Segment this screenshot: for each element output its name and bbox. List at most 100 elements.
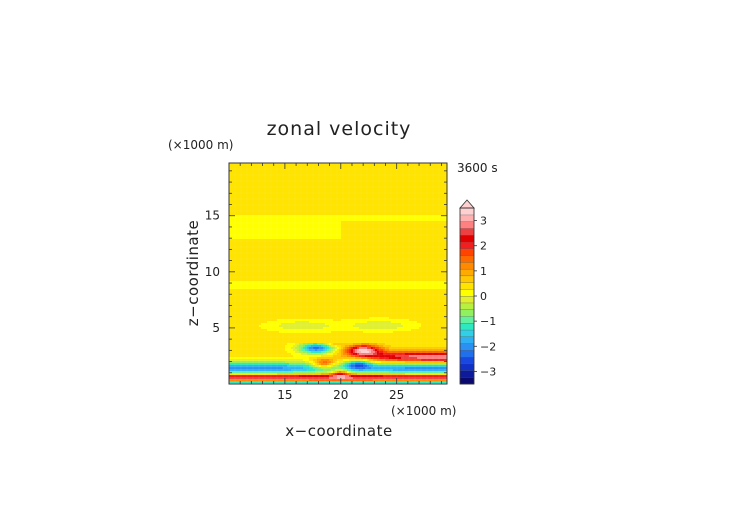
field-cell <box>229 307 447 310</box>
colorbar-cell <box>459 248 475 256</box>
field-cell <box>285 347 291 350</box>
field-cell <box>371 363 373 366</box>
field-cell <box>385 349 389 352</box>
field-cell <box>309 359 313 362</box>
field-cell <box>229 367 283 370</box>
field-cell <box>373 359 377 362</box>
field-cell <box>353 345 355 348</box>
field-cell <box>331 371 333 374</box>
field-cell <box>229 311 447 314</box>
field-cell <box>307 349 309 352</box>
colorbar: −3 −2 −1 0 1 2 3 <box>459 199 496 385</box>
colorbar-cell <box>459 336 475 344</box>
field-cell <box>321 345 323 348</box>
field-cell <box>337 347 339 350</box>
field-cell <box>323 345 327 348</box>
field-cell <box>333 361 335 364</box>
field-cell <box>405 361 447 364</box>
field-cell <box>365 363 367 366</box>
plot-frame <box>228 162 448 385</box>
field-cell <box>295 351 299 354</box>
field-cell <box>229 179 447 182</box>
field-cell <box>335 345 337 348</box>
field-cell <box>295 347 299 350</box>
field-cell <box>361 361 365 364</box>
field-cell <box>317 363 319 366</box>
field-cell <box>367 349 371 352</box>
field-cell <box>357 351 361 354</box>
field-cell <box>311 365 313 368</box>
field-cell <box>229 359 303 362</box>
field-cell <box>229 357 309 360</box>
field-cell <box>401 323 421 326</box>
field-cell <box>341 367 345 370</box>
field-cell <box>229 201 447 204</box>
field-cell <box>285 345 293 348</box>
field-cell <box>229 329 267 332</box>
colorbar-cell <box>459 241 475 249</box>
field-cell <box>229 267 447 270</box>
field-cell <box>229 197 447 200</box>
colorbar-tick-label: 1 <box>480 265 487 278</box>
field-cell <box>367 363 371 366</box>
field-cell <box>229 381 447 384</box>
field-cell <box>343 369 347 372</box>
field-cell <box>353 347 357 350</box>
field-cell <box>321 363 327 366</box>
field-cell <box>373 347 375 350</box>
field-cell <box>363 359 367 362</box>
colorbar-cell <box>459 363 475 371</box>
x-axis-label: x−coordinate <box>285 422 392 440</box>
field-cell <box>303 367 309 370</box>
field-cell <box>395 355 409 358</box>
field-cell <box>375 345 379 348</box>
field-cell <box>405 373 447 376</box>
field-cell <box>377 351 379 354</box>
field-cell <box>353 343 361 346</box>
field-cell <box>351 373 357 376</box>
field-cell <box>351 367 355 370</box>
field-cell <box>351 363 355 366</box>
field-cell <box>347 367 349 370</box>
field-cell <box>329 345 331 348</box>
field-cell <box>377 363 447 366</box>
field-cell <box>315 349 317 352</box>
field-cell <box>229 245 447 248</box>
field-cell <box>349 359 363 362</box>
field-cell <box>229 353 291 356</box>
field-cell <box>373 349 375 352</box>
field-cell <box>229 273 447 276</box>
colorbar-cell <box>459 356 475 365</box>
field-cell <box>329 347 331 350</box>
field-cell <box>367 359 369 362</box>
colorbar-cell <box>459 302 475 310</box>
field-cell <box>409 319 447 322</box>
field-cell <box>229 175 447 178</box>
field-cell <box>229 303 447 306</box>
field-cell <box>377 359 385 362</box>
field-cell <box>391 321 417 324</box>
field-cell <box>409 355 447 358</box>
field-cell <box>397 359 421 362</box>
field-cell <box>383 353 405 356</box>
field-cell <box>367 347 371 350</box>
field-cell <box>229 183 447 186</box>
field-cell <box>229 293 447 296</box>
field-cell <box>229 205 447 208</box>
field-cell <box>379 349 383 352</box>
field-cell <box>229 253 447 256</box>
field-cell <box>359 353 373 356</box>
field-cell <box>229 209 447 212</box>
field-cell <box>309 363 311 366</box>
field-cell <box>343 353 347 356</box>
field-cell <box>355 323 401 326</box>
field-cell <box>347 349 349 352</box>
field-cell <box>229 237 341 240</box>
colorbar-cell <box>459 207 475 216</box>
field-cell <box>305 361 309 364</box>
field-cell <box>325 323 355 326</box>
field-cell <box>285 349 293 352</box>
field-cell <box>333 371 335 374</box>
field-cell <box>229 299 447 302</box>
field-cell <box>229 271 447 274</box>
